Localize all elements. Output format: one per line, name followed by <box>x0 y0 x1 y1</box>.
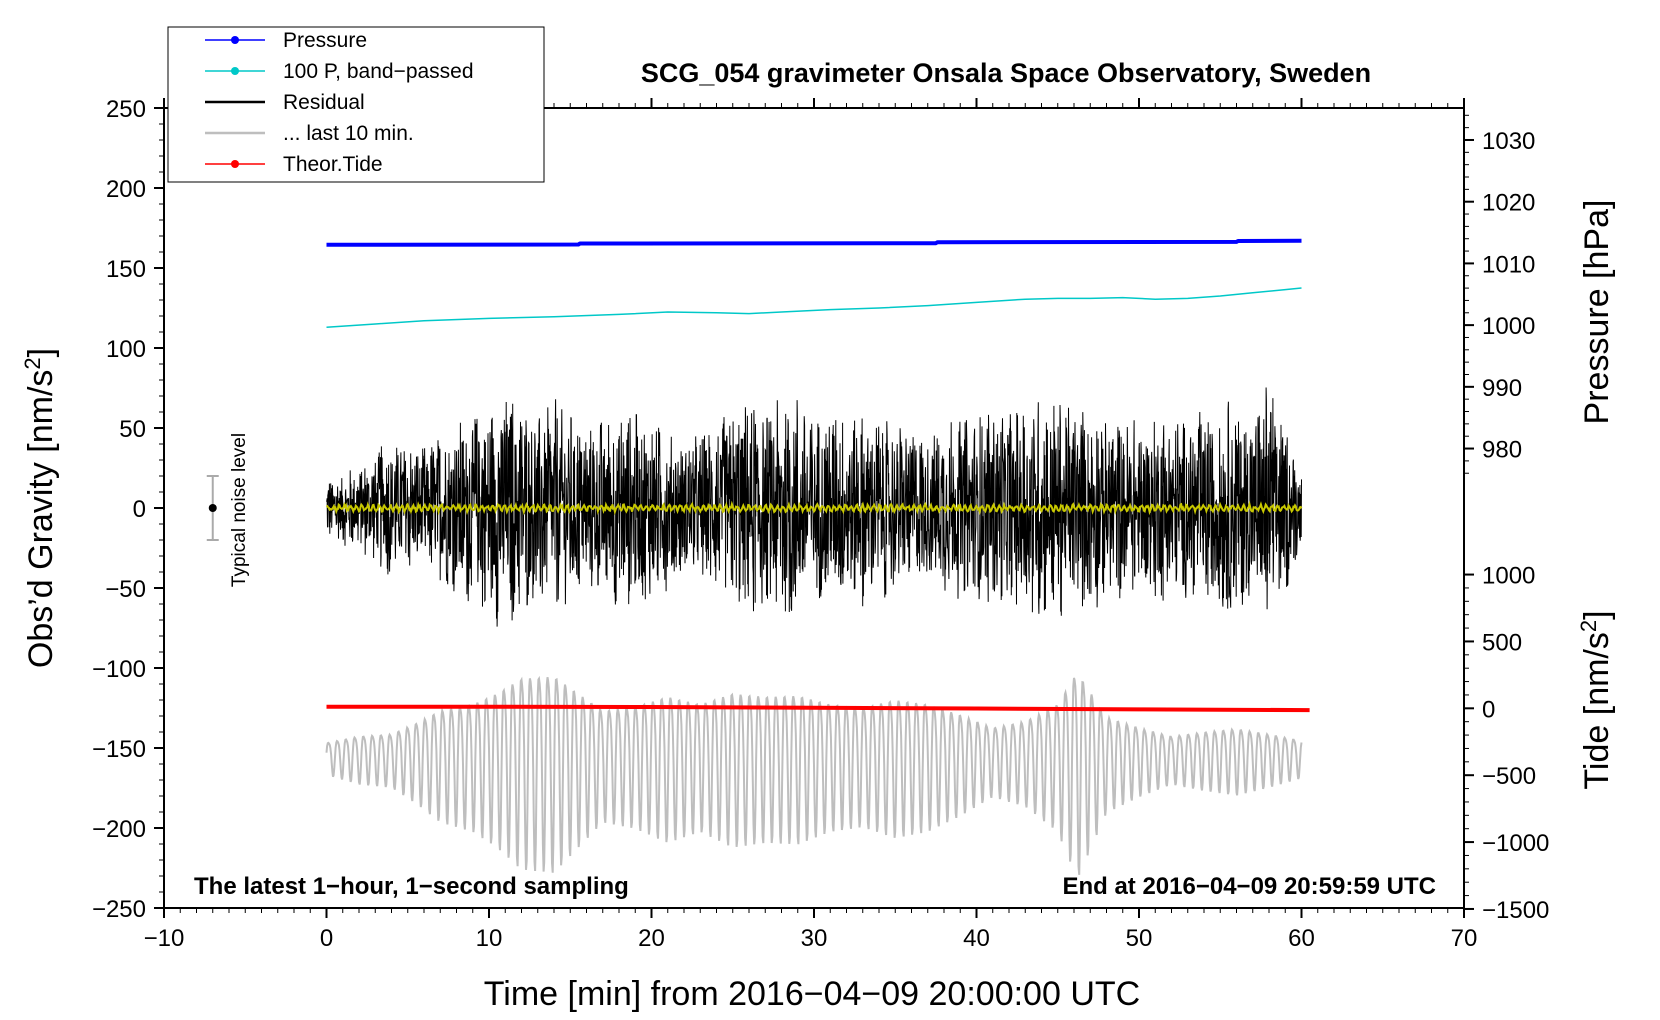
series-last-10-min-line <box>325 675 1303 875</box>
pressure-axis-title: Pressure [hPa] <box>1578 200 1616 425</box>
tide-tick-label: −1000 <box>1482 830 1549 857</box>
pressure-tick-label: 990 <box>1482 375 1522 402</box>
tide-axis-title-close: ] <box>1578 610 1616 619</box>
y-axis-title: Obs’d Gravity [nm/s2] <box>20 348 61 668</box>
series-pressure <box>326 238 1302 247</box>
series-filtered-residual <box>325 500 1303 516</box>
legend-label: Residual <box>283 91 365 114</box>
y-tick-label: 0 <box>133 496 146 523</box>
series-pressure-line <box>326 238 1302 247</box>
x-tick-label: 20 <box>638 925 665 952</box>
tide-axis-title-main: Tide [nm/s <box>1578 632 1616 789</box>
y-tick-label: 50 <box>119 416 146 443</box>
noise-level-indicator <box>206 475 219 541</box>
series-band-passed <box>326 287 1302 328</box>
annotation-end-time: End at 2016−04−09 20:59:59 UTC <box>1062 873 1436 900</box>
legend-swatch-marker <box>231 67 239 75</box>
y-axis-title-close: ] <box>22 348 60 357</box>
legend-swatch-marker <box>231 160 239 168</box>
tide-axis-title-sup: 2 <box>1576 620 1601 632</box>
tide-tick-label: 500 <box>1482 629 1522 656</box>
pressure-tick-label: 1000 <box>1482 313 1535 340</box>
x-tick-label: 40 <box>963 925 990 952</box>
series-residual <box>326 387 1302 627</box>
y-tick-label: −200 <box>92 816 146 843</box>
y-tick-label: 200 <box>106 176 146 203</box>
noise-level-label: Typical noise level <box>229 433 250 587</box>
x-axis-title: Time [min] from 2016−04−09 20:00:00 UTC <box>484 975 1140 1013</box>
x-tick-label: −10 <box>144 925 185 952</box>
y-tick-label: −150 <box>92 736 146 763</box>
y-axis-ticks: 250 200 150 100 50 0 −50 −100 −150 −200 −250 <box>92 96 164 923</box>
series-last-10-min <box>325 675 1303 875</box>
tide-tick-label: −1500 <box>1482 897 1549 924</box>
tide-tick-label: 0 <box>1482 696 1495 723</box>
y-tick-label: 100 <box>106 336 146 363</box>
tide-tick-label: −500 <box>1482 763 1536 790</box>
tide-axis-ticks: 1000 500 0 −500 −1000 −1500 <box>1464 563 1549 924</box>
legend-label: ... last 10 min. <box>283 122 414 145</box>
x-tick-label: 70 <box>1451 925 1478 952</box>
tide-axis-title: Tide [nm/s2] <box>1576 610 1617 789</box>
x-axis-ticks: −10 0 10 20 30 40 50 60 70 <box>144 98 1478 952</box>
series-band-passed-line <box>326 287 1302 328</box>
series-theor-tide <box>326 704 1310 713</box>
pressure-axis-ticks: 1030 1020 1010 1000 990 980 <box>1464 114 1535 474</box>
annotation-sampling: The latest 1−hour, 1−second sampling <box>194 873 629 900</box>
legend: Pressure 100 P, band−passed Residual ... la… <box>167 26 545 183</box>
y-tick-label: −100 <box>92 656 146 683</box>
x-tick-label: 0 <box>320 925 333 952</box>
legend-label: Theor.Tide <box>283 153 383 176</box>
y-tick-label: 250 <box>106 96 146 123</box>
x-tick-label: 10 <box>476 925 503 952</box>
pressure-tick-label: 1010 <box>1482 251 1535 278</box>
y-axis-title-sup: 2 <box>20 357 45 369</box>
series-filtered-residual-line <box>325 500 1303 516</box>
pressure-tick-label: 1030 <box>1482 128 1535 155</box>
y-tick-label: 150 <box>106 256 146 283</box>
tide-tick-label: 1000 <box>1482 563 1535 590</box>
y-axis-title-main: Obs’d Gravity [nm/s <box>22 370 60 669</box>
series-theor-tide-line <box>326 704 1310 713</box>
pressure-tick-label: 1020 <box>1482 190 1535 217</box>
legend-label: 100 P, band−passed <box>283 60 474 83</box>
legend-box <box>167 26 545 183</box>
series-residual-line <box>326 387 1302 627</box>
x-tick-label: 50 <box>1126 925 1153 952</box>
x-tick-label: 30 <box>801 925 828 952</box>
y-tick-label: −50 <box>105 576 146 603</box>
x-tick-label: 60 <box>1288 925 1315 952</box>
noise-center-dot <box>208 504 217 512</box>
legend-swatch-marker <box>231 36 239 44</box>
y-tick-label: −250 <box>92 896 146 923</box>
pressure-tick-label: 980 <box>1482 437 1522 464</box>
legend-label: Pressure <box>283 29 367 52</box>
chart-title: SCG_054 gravimeter Onsala Space Observat… <box>641 58 1371 88</box>
